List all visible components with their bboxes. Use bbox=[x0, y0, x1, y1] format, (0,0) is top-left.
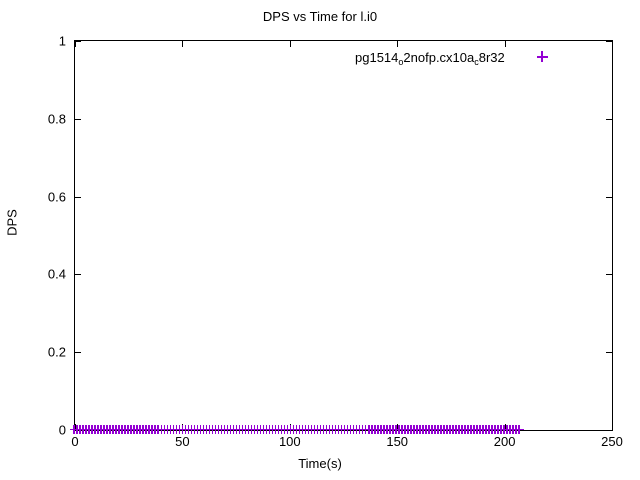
x-axis-tick-label: 150 bbox=[386, 434, 409, 449]
y-axis-tick-labels: 0 0.2 0.4 0.6 0.8 1 bbox=[0, 34, 74, 438]
y-axis-tick bbox=[606, 352, 612, 354]
x-axis-tick bbox=[397, 41, 399, 47]
legend: pg1514o2nofp.cx10ac8r32 bbox=[355, 47, 553, 67]
x-axis-tick-label: 0 bbox=[71, 434, 79, 449]
x-axis-tick bbox=[75, 41, 76, 47]
x-axis-tick-label: 200 bbox=[493, 434, 516, 449]
page-title: DPS vs Time for l.i0 bbox=[262, 9, 378, 24]
x-axis-tick-label: 50 bbox=[175, 434, 190, 449]
y-axis-tick bbox=[606, 274, 612, 276]
y-axis-tick bbox=[75, 430, 81, 431]
y-axis-tick-label: 0 bbox=[58, 422, 66, 438]
x-axis-tick-labels: 0 50 100 150 200 250 bbox=[71, 434, 622, 454]
y-axis-title: DPS bbox=[4, 209, 20, 236]
plot-area bbox=[74, 40, 613, 431]
x-axis-tick bbox=[397, 424, 399, 430]
y-axis-tick-label: 0.4 bbox=[47, 266, 66, 282]
x-axis-tick bbox=[182, 424, 184, 430]
y-axis-tick-label: 1 bbox=[58, 33, 66, 49]
legend-plus-marker-icon bbox=[535, 50, 553, 64]
x-axis-tick bbox=[289, 424, 291, 430]
y-axis-tick bbox=[75, 41, 81, 42]
legend-entry-label: pg1514o2nofp.cx10ac8r32 bbox=[355, 49, 505, 67]
x-axis-tick bbox=[504, 424, 506, 430]
y-axis-tick-label: 0.2 bbox=[47, 344, 66, 360]
y-axis-tick bbox=[75, 352, 81, 354]
y-axis-tick bbox=[75, 274, 81, 276]
y-axis-tick-label: 0.8 bbox=[47, 111, 66, 127]
y-axis-tick bbox=[75, 196, 81, 198]
y-axis-tick-label: 0.6 bbox=[47, 189, 66, 205]
x-axis-tick bbox=[504, 41, 506, 47]
x-axis-tick bbox=[182, 41, 184, 47]
x-axis-tick bbox=[612, 424, 613, 430]
y-axis-tick bbox=[75, 118, 81, 120]
x-axis-title: Time(s) bbox=[298, 456, 342, 471]
y-axis-tick bbox=[606, 196, 612, 198]
y-axis-tick bbox=[606, 430, 612, 431]
x-axis-tick bbox=[612, 41, 613, 47]
y-axis-tick bbox=[606, 41, 612, 42]
y-axis-tick bbox=[606, 118, 612, 120]
x-axis-tick bbox=[289, 41, 291, 47]
x-axis-tick bbox=[75, 424, 76, 430]
x-axis-tick-label: 100 bbox=[278, 434, 301, 449]
x-axis-tick-label: 250 bbox=[601, 434, 623, 449]
